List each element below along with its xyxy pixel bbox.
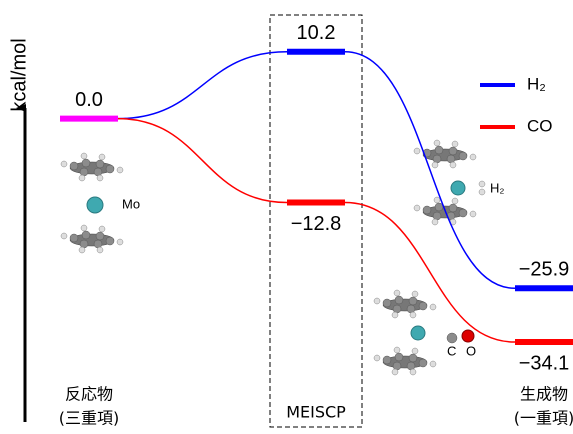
- value-label: −12.8: [291, 213, 342, 235]
- annotation: H₂: [490, 180, 504, 195]
- category-label: (三重項): [59, 409, 120, 428]
- y-axis-label: kcal/mol: [8, 38, 30, 111]
- value-label: −34.1: [519, 352, 570, 374]
- connector-curve: [345, 202, 515, 342]
- connector-curve: [345, 52, 515, 289]
- category-label: (一重項): [514, 409, 573, 428]
- connector-curve: [118, 119, 287, 203]
- category-label: 生成物: [520, 385, 568, 404]
- annotation: C: [447, 343, 456, 358]
- annotation: Mo: [122, 196, 140, 211]
- category-label: MEISCP: [286, 403, 346, 422]
- value-label: −25.9: [519, 259, 570, 281]
- chart: kcal/mol Mo H₂ C O 反応物 (三重項) MEISCP 生成物 (一重項…: [0, 0, 573, 434]
- legend-label: H₂: [527, 74, 546, 93]
- molecule: [374, 290, 474, 375]
- molecule: [61, 153, 123, 253]
- connector-curve: [118, 52, 287, 119]
- annotation: O: [466, 343, 476, 358]
- legend-label: CO: [527, 116, 553, 135]
- molecule: [414, 140, 485, 225]
- value-label: 10.2: [297, 22, 336, 44]
- category-label: 反応物: [65, 385, 113, 404]
- value-label: 0.0: [75, 89, 103, 111]
